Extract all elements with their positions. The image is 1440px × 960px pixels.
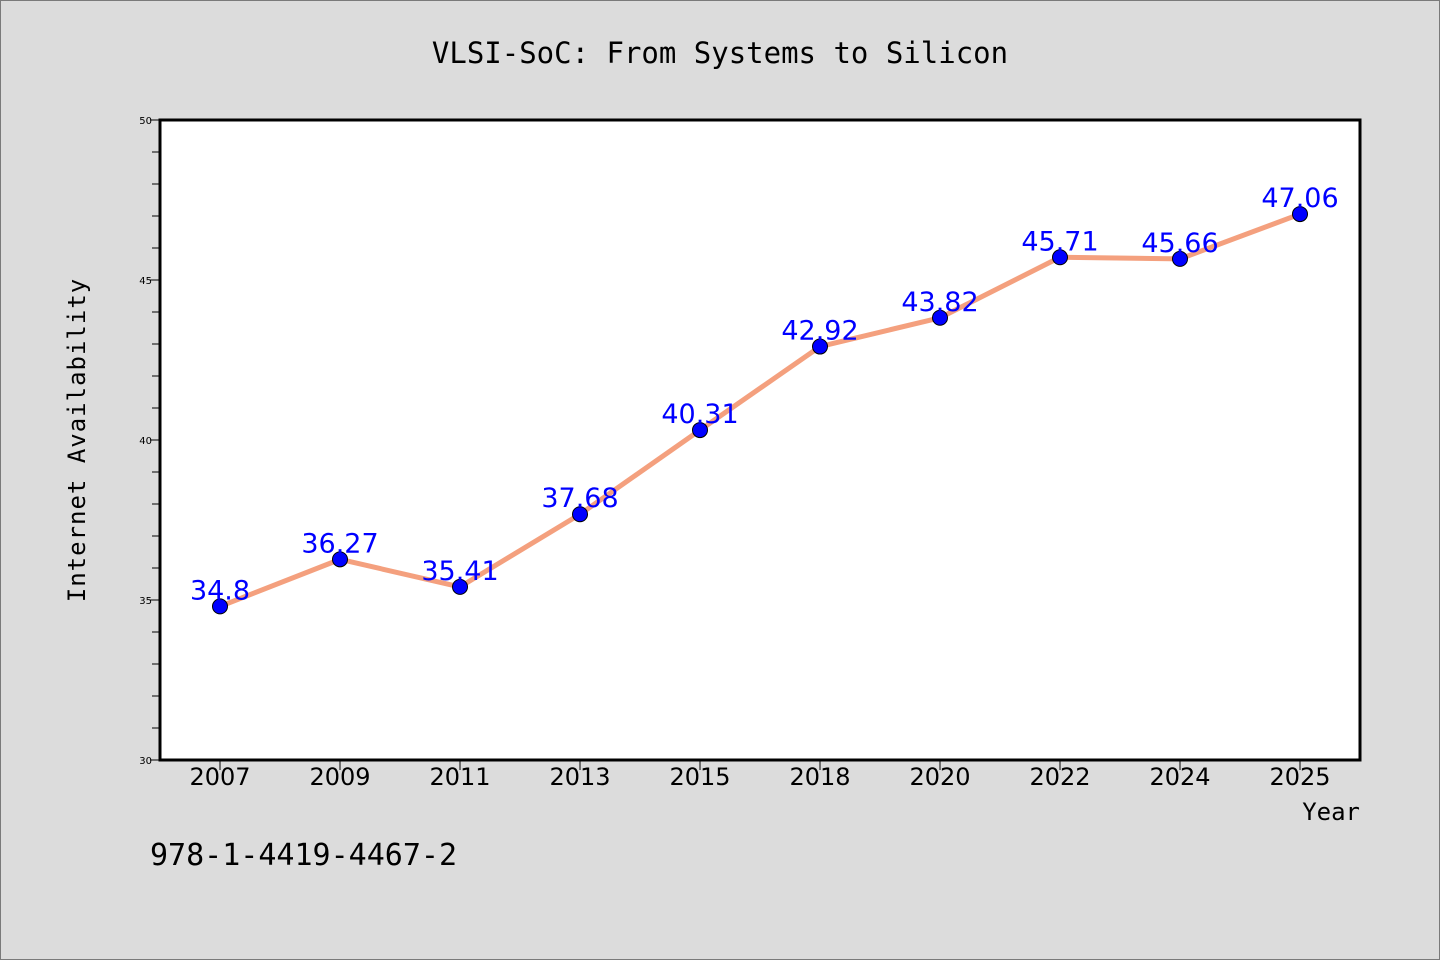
data-label: 42.92 [781, 316, 858, 347]
data-point [692, 422, 708, 439]
y-axis-label: Internet Availability [63, 278, 91, 602]
plot-area [158, 118, 1362, 762]
data-point [812, 338, 828, 355]
data-label: 34.8 [190, 575, 250, 606]
x-tick-label: 2015 [669, 763, 730, 791]
footnote-isbn: 978-1-4419-4467-2 [150, 838, 457, 873]
series-line-group [217, 211, 1303, 609]
data-point [1292, 206, 1308, 223]
data-point [1052, 249, 1068, 266]
x-tick-label: 2020 [909, 763, 970, 791]
data-label: 45.71 [1021, 226, 1098, 257]
x-tick-label: 2007 [189, 763, 250, 791]
data-point [932, 309, 948, 326]
data-point [572, 506, 588, 523]
y-tick-label: 40 [139, 436, 152, 447]
y-tick-label: 50 [139, 116, 152, 127]
data-label: 35.41 [421, 556, 498, 587]
data-label: 43.82 [901, 287, 978, 318]
data-label: 45.66 [1141, 228, 1218, 259]
y-tick-label: 35 [139, 596, 152, 607]
x-tick-label: 2025 [1269, 763, 1330, 791]
x-tick-label: 2024 [1149, 763, 1210, 791]
data-label: 37.68 [541, 483, 618, 514]
series-line [217, 211, 1303, 609]
data-label: 40.31 [661, 399, 738, 430]
x-tick-label: 2009 [309, 763, 370, 791]
y-tick-label: 45 [139, 276, 152, 287]
data-label: 47.06 [1261, 183, 1338, 214]
x-axis-ticks: 2007 2009 2011 2013 2015 2018 2020 2022 2024 2025 [189, 760, 1331, 791]
data-label: 36.27 [301, 528, 378, 559]
x-tick-label: 2018 [789, 763, 850, 791]
data-point [452, 578, 468, 595]
x-tick-label: 2013 [549, 763, 610, 791]
chart-title: VLSI-SoC: From Systems to Silicon [432, 36, 1008, 70]
data-point [1172, 250, 1188, 267]
data-points [212, 206, 1308, 615]
x-tick-label: 2022 [1029, 763, 1090, 791]
y-tick-label: 30 [139, 756, 152, 767]
data-labels: 34.8 36.27 35.41 37.68 40.31 42.92 43.82 45.71 4… [190, 183, 1339, 606]
y-axis-ticks: 30 35 40 45 50 [139, 116, 160, 767]
data-point [212, 598, 228, 615]
x-axis-label: Year [1302, 798, 1360, 826]
data-point [332, 551, 348, 568]
x-tick-label: 2011 [429, 763, 490, 791]
